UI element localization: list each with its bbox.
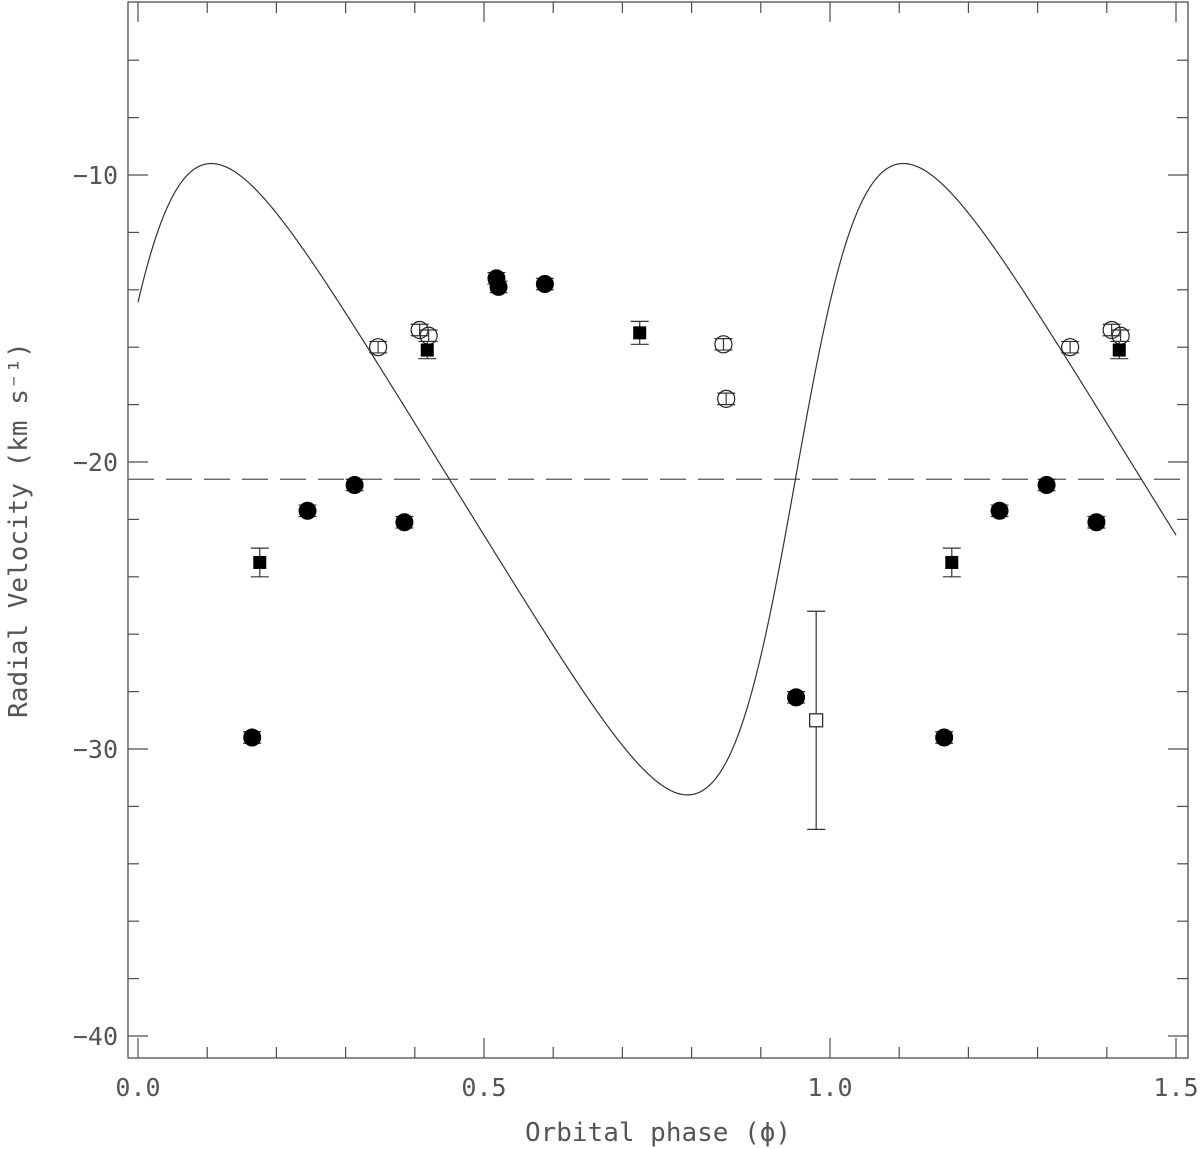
filled-square-marker: [945, 555, 959, 569]
filled-circle-marker: [535, 275, 554, 294]
data-point-filled-square: [250, 547, 269, 578]
y-tick-label: −20: [73, 448, 118, 477]
y-tick-label: −10: [73, 161, 118, 190]
open-circle-marker: [1061, 338, 1080, 357]
plot-frame: [127, 1, 1189, 1059]
axes: 0.0 0.5 1.0 1.5 −10 −20 −30 −40: [73, 1, 1199, 1102]
filled-square-marker: [1112, 343, 1126, 357]
y-tick-label: −30: [73, 735, 118, 764]
data-point-filled-circle: [787, 688, 806, 707]
data-point-open-circle: [369, 338, 388, 357]
filled-circle-marker: [1087, 513, 1106, 532]
filled-circle-marker: [990, 501, 1009, 520]
data-point-filled-square: [630, 320, 649, 345]
data-point-filled-circle: [535, 275, 554, 294]
filled-square-marker: [253, 555, 267, 569]
filled-circle-marker: [243, 728, 262, 747]
filled-circle-marker: [345, 475, 364, 494]
x-tick-label: 1.0: [807, 1073, 852, 1102]
data-point-filled-circle: [1037, 475, 1056, 494]
data-point-filled-circle: [489, 277, 508, 296]
x-tick-label: 1.5: [1153, 1073, 1198, 1102]
data-point-open-circle: [717, 389, 736, 408]
data-point-filled-circle: [990, 501, 1009, 520]
data-point-filled-circle: [1087, 513, 1106, 532]
filled-circle-marker: [298, 501, 317, 520]
x-tick-label: 0.0: [115, 1073, 160, 1102]
filled-square-marker: [633, 326, 647, 340]
x-tick-label: 0.5: [461, 1073, 506, 1102]
fit-curve-path: [137, 162, 1177, 796]
data-point-filled-circle: [298, 501, 317, 520]
filled-square-marker: [420, 343, 434, 357]
y-tick-label: −40: [73, 1022, 118, 1051]
y-axis-title: Radial Velocity (km s⁻¹): [4, 342, 34, 718]
filled-circle-marker: [787, 688, 806, 707]
data-points: [243, 269, 1130, 830]
open-circle-marker: [369, 338, 388, 357]
open-circle-marker: [717, 389, 736, 408]
filled-circle-marker: [489, 277, 508, 296]
filled-circle-marker: [1037, 475, 1056, 494]
x-axis-title: Orbital phase (ϕ): [525, 1118, 791, 1148]
data-point-open-square: [807, 610, 826, 830]
data-point-filled-square: [1110, 340, 1129, 360]
data-point-filled-circle: [395, 513, 414, 532]
data-point-filled-square: [418, 340, 437, 360]
open-square-marker: [809, 713, 824, 728]
filled-circle-marker: [395, 513, 414, 532]
filled-circle-marker: [935, 728, 954, 747]
data-point-filled-circle: [935, 728, 954, 747]
data-point-filled-square: [942, 547, 961, 578]
orbital-fit-curve: [137, 162, 1177, 796]
data-point-open-circle: [1061, 338, 1080, 357]
data-point-filled-circle: [345, 475, 364, 494]
data-point-filled-circle: [243, 728, 262, 747]
data-point-open-circle: [714, 335, 733, 354]
open-circle-marker: [714, 335, 733, 354]
